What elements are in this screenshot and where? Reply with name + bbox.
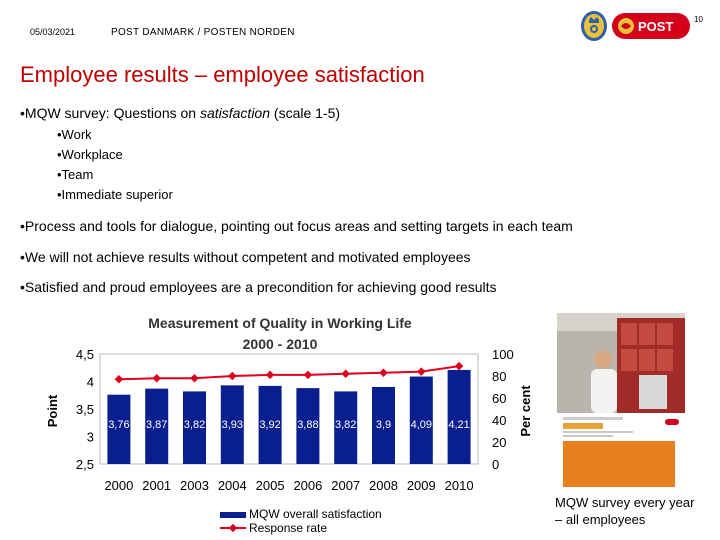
- y-tick-right: 80: [492, 369, 506, 384]
- page-number: 10: [694, 15, 703, 24]
- bullet-text: •MQW survey: Questions on: [20, 105, 200, 121]
- bar-data-label: 3,87: [146, 419, 167, 431]
- response-rate-point: [114, 375, 124, 384]
- bar-data-label: 3,9: [376, 419, 391, 431]
- bullet-emphasis: satisfaction: [199, 105, 271, 121]
- y-tick-left: 4: [87, 375, 94, 390]
- response-rate-point: [190, 373, 199, 383]
- response-rate-point: [152, 373, 161, 383]
- bar: [447, 369, 471, 464]
- y-tick-right: 0: [492, 457, 499, 472]
- bar-data-label: 3,82: [184, 419, 205, 431]
- bar-data-label: 3,92: [259, 419, 280, 431]
- y-axis-right-label: Per cent: [518, 385, 530, 437]
- sub-bullet-work: •Work: [57, 127, 92, 142]
- y-tick-right: 60: [492, 391, 506, 406]
- sub-bullet-workplace: •Workplace: [57, 147, 123, 162]
- bar-data-label: 3,93: [222, 419, 243, 431]
- x-tick-label: 2009: [407, 478, 436, 493]
- bar: [334, 391, 358, 464]
- bar: [107, 394, 131, 464]
- x-tick-label: 2001: [142, 478, 171, 493]
- bar-data-label: 3,76: [108, 419, 129, 431]
- x-tick-label: 2006: [293, 478, 322, 493]
- response-rate-point: [454, 361, 464, 371]
- bullet-competent-employees: •We will not achieve results without com…: [20, 249, 471, 265]
- x-tick-label: 2000: [104, 478, 133, 493]
- x-tick-label: 2003: [180, 478, 209, 493]
- response-rate-point: [228, 371, 237, 381]
- royal-seal-logo: [581, 11, 607, 41]
- chart-legend: MQW overall satisfaction Response rate: [220, 507, 382, 535]
- chart-subtitle: 2000 - 2010: [243, 336, 318, 352]
- response-rate-point: [265, 370, 275, 380]
- legend-swatch-marker: [228, 523, 238, 533]
- response-rate-point: [341, 369, 350, 379]
- y-tick-left: 3: [87, 430, 94, 445]
- y-tick-right: 40: [492, 413, 506, 428]
- bullet-mqw-survey: •MQW survey: Questions on satisfaction (…: [20, 105, 340, 121]
- x-tick-label: 2007: [331, 478, 360, 493]
- bar: [296, 388, 320, 464]
- legend-label-line: Response rate: [249, 521, 327, 535]
- x-tick-label: 2004: [218, 478, 247, 493]
- y-tick-right: 20: [492, 435, 506, 450]
- y-tick-left: 2,5: [76, 457, 94, 472]
- post-logo: POST: [612, 13, 690, 39]
- bar: [220, 385, 244, 464]
- post-logo-text: POST: [638, 19, 673, 34]
- bar: [258, 385, 282, 464]
- photo-caption: MQW survey every year – all employees: [555, 494, 694, 528]
- organization-name: POST DANMARK / POSTEN NORDEN: [111, 27, 295, 38]
- y-axis-left-label: Point: [45, 394, 60, 427]
- chart-title: Measurement of Quality in Working Life: [148, 315, 412, 331]
- slide-date: 05/03/2021: [30, 27, 76, 37]
- mqw-chart: Measurement of Quality in Working Life 2…: [45, 315, 530, 535]
- bar-data-label: 4,21: [448, 419, 469, 431]
- slide-title: Employee results – employee satisfaction: [20, 62, 425, 87]
- bar-data-label: 4,09: [411, 419, 432, 431]
- bar-data-label: 3,82: [335, 419, 356, 431]
- bar: [372, 387, 395, 464]
- x-tick-label: 2008: [369, 478, 398, 493]
- photo-mailbox-employee: [557, 313, 685, 491]
- legend-label-bar: MQW overall satisfaction: [249, 507, 382, 521]
- bullet-text: (scale 1-5): [270, 105, 341, 121]
- photo-caption-line2: – all employees: [555, 512, 646, 527]
- sub-bullet-superior: •Immediate superior: [57, 187, 173, 202]
- y-tick-right: 100: [492, 347, 514, 362]
- photo-caption-line1: MQW survey every year: [555, 495, 695, 510]
- y-tick-left: 4,5: [76, 347, 94, 362]
- x-tick-label: 2005: [256, 478, 285, 493]
- bar: [145, 388, 169, 464]
- response-rate-point: [417, 367, 426, 376]
- bar: [409, 376, 433, 464]
- bullet-satisfied-employees: •Satisfied and proud employees are a pre…: [20, 279, 497, 295]
- bar-data-label: 3,88: [297, 419, 318, 431]
- response-rate-line: [118, 365, 460, 381]
- sub-bullet-team: •Team: [57, 167, 94, 182]
- response-rate-point: [379, 368, 388, 377]
- bullet-process-tools: •Process and tools for dialogue, pointin…: [20, 218, 573, 234]
- y-tick-left: 3,5: [76, 402, 94, 417]
- x-tick-label: 2010: [445, 478, 474, 493]
- legend-swatch-bar: [220, 512, 246, 518]
- response-rate-point: [303, 370, 313, 380]
- bar: [183, 391, 206, 464]
